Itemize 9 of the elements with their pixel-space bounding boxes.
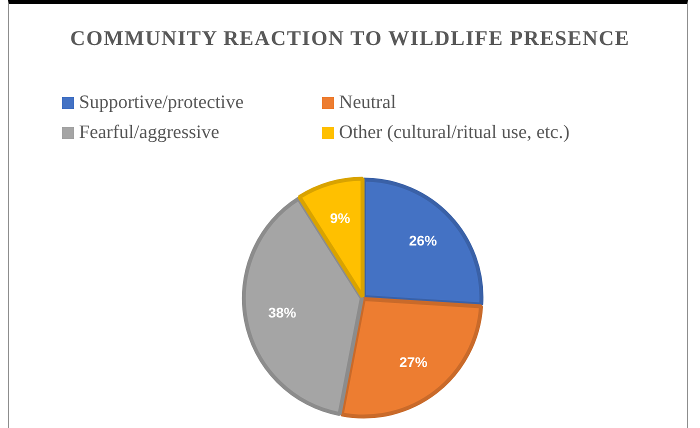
legend-label: Neutral [339,92,396,114]
legend-label: Supportive/protective [79,92,244,114]
legend-label: Fearful/aggressive [79,122,220,144]
data-label: 38% [268,304,297,320]
data-label: 26% [408,232,438,249]
legend-label: Other (cultural/ritual use, etc.) [339,122,570,144]
data-label: 27% [399,354,428,370]
chart-title: COMMUNITY REACTION TO WILDLIFE PRESENCE [69,25,631,52]
data-label: 9% [330,210,351,226]
